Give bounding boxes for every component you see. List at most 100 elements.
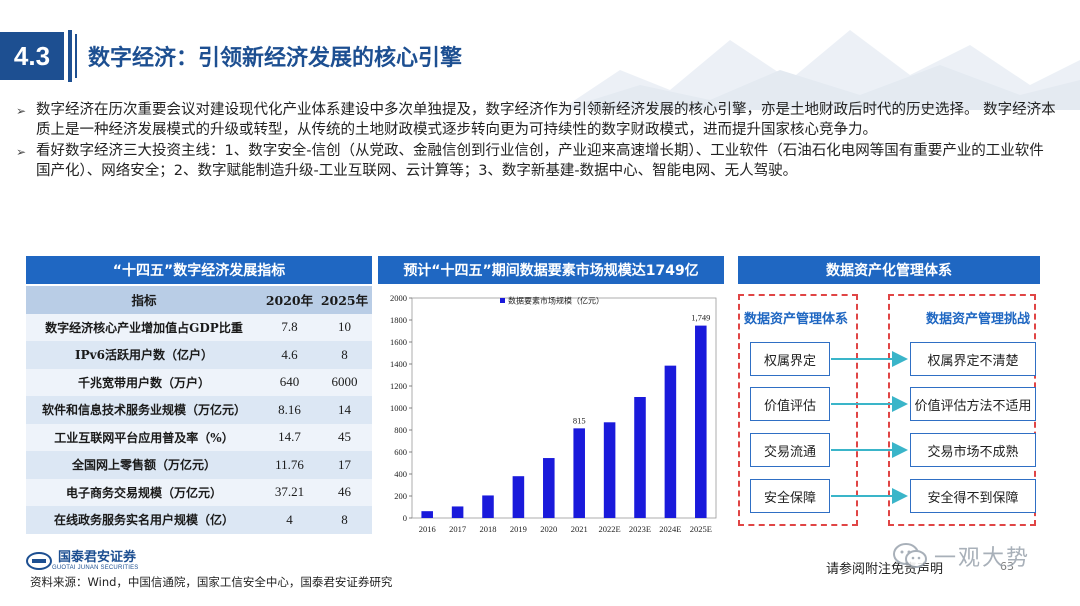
indicator-name: IPv6活跃用户数（亿户） — [26, 341, 262, 369]
challenge-item: 权属界定不清楚 — [910, 342, 1036, 376]
value-2020: 8.16 — [262, 396, 317, 424]
indicator-name: 在线政务服务实名用户规模（亿） — [26, 506, 262, 534]
system-item: 安全保障 — [750, 479, 830, 513]
value-2025: 6000 — [317, 368, 372, 396]
value-2020: 7.8 — [262, 313, 317, 341]
y-tick-label: 2000 — [390, 293, 407, 303]
logo-icon — [26, 552, 52, 570]
header-divider — [68, 30, 72, 82]
system-heading: 数据资产管理体系 — [744, 312, 849, 327]
bullet-item: ➢ 数字经济在历次重要会议对建设现代化产业体系建设中多次单独提及，数字经济作为引… — [16, 100, 1056, 140]
x-tick-label: 2020 — [540, 524, 557, 534]
diagram-panel-title: 数据资产化管理体系 — [738, 256, 1040, 284]
legend-label: 数据要素市场规模（亿元） — [508, 296, 604, 306]
bar — [543, 458, 555, 518]
wechat-watermark: 一观大势 — [892, 540, 1030, 572]
value-2025: 14 — [317, 396, 372, 424]
table-row: IPv6活跃用户数（亿户） 4.6 8 — [26, 341, 372, 369]
bar — [512, 476, 525, 518]
y-tick-label: 1400 — [390, 359, 407, 369]
x-tick-label: 2019 — [510, 524, 527, 534]
bar-chart-svg: 0 200 400 600 800 1000 1200 1400 1600 1800 2000 201… — [390, 293, 717, 534]
indicator-name: 全国网上零售额（万亿元） — [26, 451, 262, 479]
value-2020: 11.76 — [262, 451, 317, 479]
y-tick-label: 0 — [403, 513, 407, 523]
table-row: 全国网上零售额（万亿元） 11.76 17 — [26, 451, 372, 479]
y-tick-label: 1800 — [390, 315, 407, 325]
system-item: 价值评估 — [750, 387, 830, 421]
x-tick-label: 2017 — [449, 524, 466, 534]
y-tick-label: 1600 — [390, 337, 407, 347]
x-tick-label: 2022E — [598, 524, 620, 534]
value-2020: 14.7 — [262, 423, 317, 451]
value-2020: 4.6 — [262, 341, 317, 369]
table-row: 软件和信息技术服务业规模（万亿元） 8.16 14 — [26, 396, 372, 424]
bar — [482, 495, 494, 518]
indicator-table: 指标 2020年 2025年 数字经济核心产业增加值占GDP比重 7.8 10 … — [26, 286, 372, 534]
table-row: 数字经济核心产业增加值占GDP比重 7.8 10 — [26, 313, 372, 341]
y-tick-label: 200 — [394, 491, 407, 501]
indicator-name: 软件和信息技术服务业规模（万亿元） — [26, 396, 262, 424]
value-2025: 17 — [317, 451, 372, 479]
table-row: 千兆宽带用户数（万户） 640 6000 — [26, 368, 372, 396]
y-tick-label: 400 — [394, 469, 407, 479]
value-2025: 45 — [317, 423, 372, 451]
challenge-heading: 数据资产管理挑战 — [926, 312, 1031, 327]
x-tick-label: 2018 — [480, 524, 497, 534]
table-panel-title: “十四五”数字经济发展指标 — [26, 256, 372, 284]
logo-text-block: 国泰君安证券 GUOTAI JUNAN SECURITIES — [52, 550, 139, 572]
logo-name: 国泰君安证券 — [58, 550, 137, 565]
bar — [421, 511, 433, 518]
page-title: 数字经济：引领新经济发展的核心引擎 — [88, 46, 463, 71]
indicator-name: 千兆宽带用户数（万户） — [26, 368, 262, 396]
header-divider-thin — [75, 34, 77, 78]
background-mountains — [560, 30, 1080, 110]
column-header: 指标 — [26, 286, 262, 314]
table-row: 电子商务交易规模（万亿元） 37.21 46 — [26, 478, 372, 506]
bullet-item: ➢ 看好数字经济三大投资主线：1、数字安全-信创（从党政、金融信创到行业信创，产… — [16, 141, 1056, 181]
column-header: 2025年 — [317, 286, 372, 314]
x-tick-label: 2023E — [629, 524, 651, 534]
data-source-note: 资料来源：Wind，中国信通院，国家工信安全中心，国泰君安证券研究 — [30, 575, 393, 589]
section-number-badge: 4.3 — [0, 32, 64, 80]
logo-subtitle: GUOTAI JUNAN SECURITIES — [52, 565, 139, 571]
chart-panel-title: 预计“十四五”期间数据要素市场规模达1749亿 — [378, 256, 724, 284]
wechat-icon — [893, 543, 927, 568]
value-2025: 8 — [317, 506, 372, 534]
x-tick-label: 2025E — [690, 524, 712, 534]
system-item: 权属界定 — [750, 342, 830, 376]
data-label: 1,749 — [691, 313, 710, 323]
watermark-text: 一观大势 — [934, 546, 1031, 571]
arrow-bullet-icon: ➢ — [16, 104, 27, 118]
legend-swatch — [500, 298, 505, 303]
value-2025: 10 — [317, 313, 372, 341]
bar — [695, 325, 707, 518]
page-number: 63 — [1000, 560, 1014, 573]
table-row: 工业互联网平台应用普及率（%） 14.7 45 — [26, 423, 372, 451]
challenge-item: 价值评估方法不适用 — [910, 387, 1036, 421]
company-logo: 国泰君安证券 GUOTAI JUNAN SECURITIES — [26, 551, 139, 571]
bar — [634, 397, 646, 518]
value-2025: 46 — [317, 478, 372, 506]
y-tick-label: 800 — [394, 425, 407, 435]
arrow-bullet-icon: ➢ — [16, 145, 27, 159]
column-header: 2020年 — [262, 286, 317, 314]
data-label: 815 — [573, 415, 586, 425]
table-header-row: 指标 2020年 2025年 — [26, 286, 372, 314]
x-tick-label: 2021 — [571, 524, 588, 534]
bullet-list: ➢ 数字经济在历次重要会议对建设现代化产业体系建设中多次单独提及，数字经济作为引… — [16, 100, 1056, 182]
system-item: 交易流通 — [750, 433, 830, 467]
value-2025: 8 — [317, 341, 372, 369]
table-row: 在线政务服务实名用户规模（亿） 4 8 — [26, 506, 372, 534]
indicator-name: 工业互联网平台应用普及率（%） — [26, 423, 262, 451]
challenge-item: 交易市场不成熟 — [910, 433, 1036, 467]
indicator-name: 电子商务交易规模（万亿元） — [26, 478, 262, 506]
y-tick-label: 1000 — [390, 403, 407, 413]
y-tick-label: 600 — [394, 447, 407, 457]
challenge-item: 安全得不到保障 — [910, 479, 1036, 513]
y-tick-label: 1200 — [390, 381, 407, 391]
market-size-chart: 0 200 400 600 800 1000 1200 1400 1600 1800 2000 201… — [378, 286, 724, 540]
asset-management-diagram: 数据资产管理体系 数据资产管理挑战 权属界定 价值评估 交易流通 安全保障 权属… — [738, 290, 1040, 530]
bullet-text: 看好数字经济三大投资主线：1、数字安全-信创（从党政、金融信创到行业信创，产业迎… — [36, 143, 1044, 179]
x-tick-label: 2016 — [419, 524, 436, 534]
